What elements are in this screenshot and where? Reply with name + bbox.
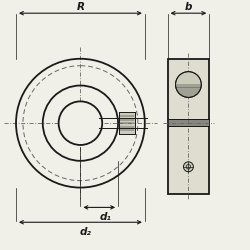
Text: b: b	[185, 2, 192, 12]
Text: R: R	[76, 2, 84, 12]
Bar	[119, 112, 135, 134]
Bar	[168, 59, 209, 194]
Circle shape	[176, 72, 201, 98]
Circle shape	[58, 102, 102, 145]
Text: d₂: d₂	[80, 227, 91, 237]
Bar	[168, 119, 209, 126]
Text: d₁: d₁	[99, 212, 111, 222]
Circle shape	[184, 162, 193, 172]
